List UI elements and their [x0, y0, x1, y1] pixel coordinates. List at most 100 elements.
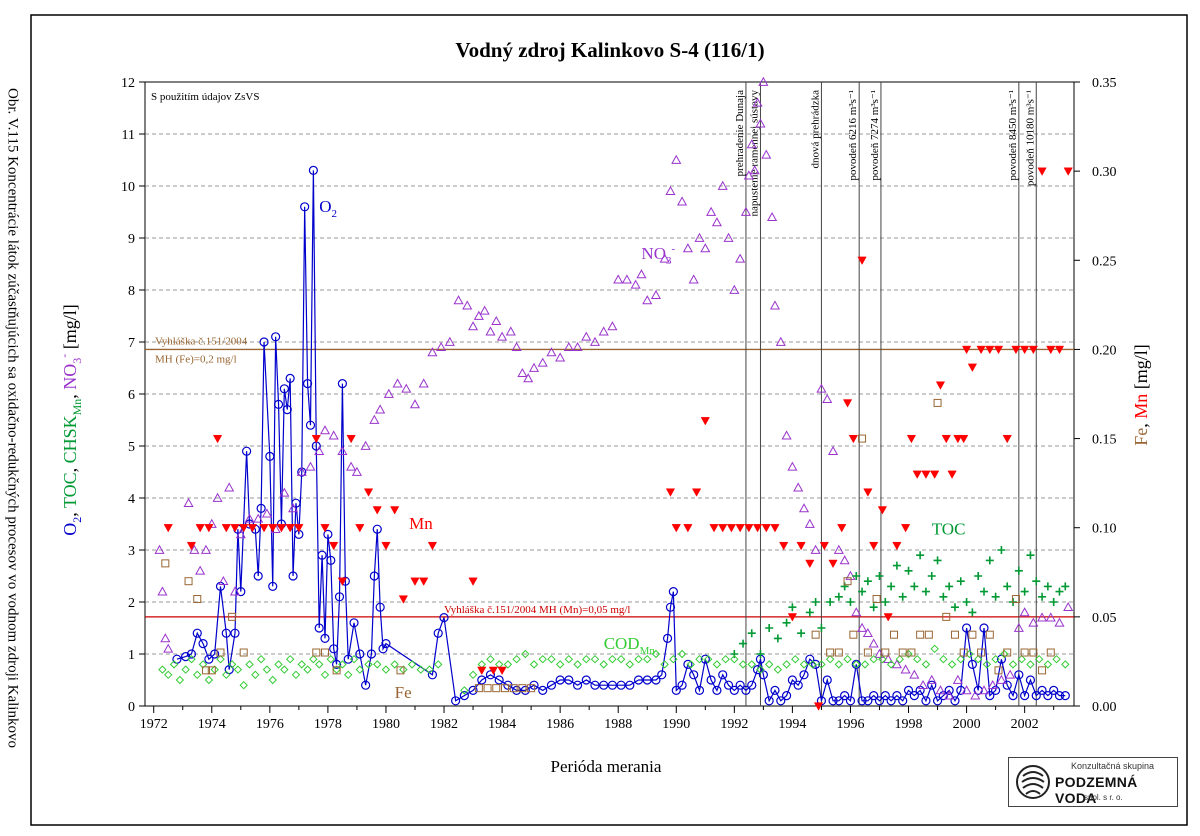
cod-point: [834, 660, 844, 669]
o2-point: [343, 654, 353, 664]
mn-point: [268, 524, 278, 533]
fe-point: [201, 666, 210, 675]
o2-point: [494, 675, 504, 685]
mn-point: [709, 524, 719, 533]
mn-point: [869, 541, 879, 551]
o2-point: [1014, 670, 1024, 680]
no3-point: [987, 679, 998, 690]
cod-point: [460, 686, 469, 695]
cod-point: [262, 665, 272, 674]
no3-point: [839, 555, 850, 565]
no3-point: [755, 118, 766, 128]
toc-point: [898, 592, 907, 601]
o2-point: [869, 690, 879, 701]
o2-point: [253, 571, 263, 581]
toc-point: [921, 587, 930, 596]
y-tick-label-right: 0.35: [1092, 76, 1117, 91]
o2-point: [244, 519, 255, 529]
o2-point: [381, 638, 391, 649]
toc-point: [950, 603, 959, 612]
cod-point: [695, 654, 704, 664]
y-tick-label-right: 0.10: [1092, 522, 1117, 537]
axes: 01234567891011120.000.050.100.150.200.25…: [121, 76, 1117, 732]
no3-point: [665, 185, 676, 196]
toc-point: [817, 624, 826, 632]
no3-point: [827, 445, 839, 456]
mn-point: [805, 559, 815, 569]
o2-point: [1020, 690, 1030, 701]
cod-point: [434, 660, 443, 669]
mn-point: [1063, 167, 1073, 176]
toc-point: [788, 603, 797, 612]
no3-point: [157, 586, 168, 596]
o2-point: [378, 644, 388, 654]
cod-point: [956, 654, 965, 664]
no3-point: [746, 139, 757, 149]
cod-point: [547, 654, 556, 664]
cod-point: [660, 660, 669, 669]
cod-point: [599, 660, 608, 669]
no3-point: [621, 274, 632, 284]
cod-point: [222, 670, 231, 680]
o2-point: [375, 602, 385, 612]
o2-point: [451, 696, 461, 706]
no3-point: [346, 461, 357, 471]
mn-point: [796, 541, 806, 551]
o2-point: [268, 581, 278, 592]
fe-point: [924, 630, 933, 639]
no3-point: [970, 690, 981, 700]
mn-point: [770, 524, 780, 533]
x-tick-label: 1992: [720, 717, 748, 732]
mn-point: [848, 434, 858, 444]
no3-point: [383, 388, 394, 398]
no3-point: [787, 461, 798, 471]
company-logo: Konzultačná skupina PODZEMNÁ VODA spol. …: [1008, 757, 1178, 807]
o2-point: [198, 638, 208, 649]
o2-point: [799, 670, 809, 680]
no3-point: [369, 414, 380, 424]
o2-point: [776, 696, 786, 706]
no3-point: [511, 341, 522, 352]
no3-point: [706, 206, 717, 216]
mn-point: [691, 488, 702, 497]
o2-point: [752, 664, 763, 675]
mn-point: [1020, 345, 1030, 355]
cod-point: [381, 665, 391, 674]
toc-point: [939, 592, 948, 601]
mn-point: [1028, 345, 1038, 355]
no3-point: [700, 243, 711, 253]
o2-point: [683, 659, 693, 670]
y-tick-label-left: 3: [128, 544, 135, 559]
o2-point: [845, 696, 856, 706]
o2-point: [944, 685, 954, 696]
no3-point: [711, 217, 722, 227]
cod-point: [468, 670, 478, 680]
o2-point: [657, 670, 667, 680]
cod-point: [608, 654, 617, 664]
x-tick-label: 1976: [256, 717, 284, 732]
y-tick-label-left: 7: [128, 336, 135, 351]
cod-point: [634, 654, 643, 664]
fe-point: [959, 648, 968, 657]
cod-point: [555, 660, 565, 669]
toc-point: [773, 634, 782, 643]
no3-point: [677, 196, 688, 206]
o2-point: [857, 696, 867, 706]
no3-point: [909, 669, 920, 679]
fe-point: [396, 666, 405, 675]
mn-point: [204, 524, 214, 533]
no3-point: [261, 508, 272, 518]
o2-point: [700, 654, 710, 664]
no3-point: [517, 367, 528, 378]
o2-point: [828, 696, 838, 706]
logo-line-2: PODZEMNÁ VODA: [1055, 774, 1138, 806]
no3-point: [642, 295, 653, 305]
cod-point: [817, 660, 826, 669]
o2-point: [633, 675, 644, 685]
no3-point: [1028, 617, 1039, 627]
fe-point: [985, 630, 994, 639]
toc-point: [980, 587, 989, 596]
o2-point: [285, 373, 295, 383]
cod-point: [399, 665, 408, 674]
o2-point: [317, 550, 327, 560]
